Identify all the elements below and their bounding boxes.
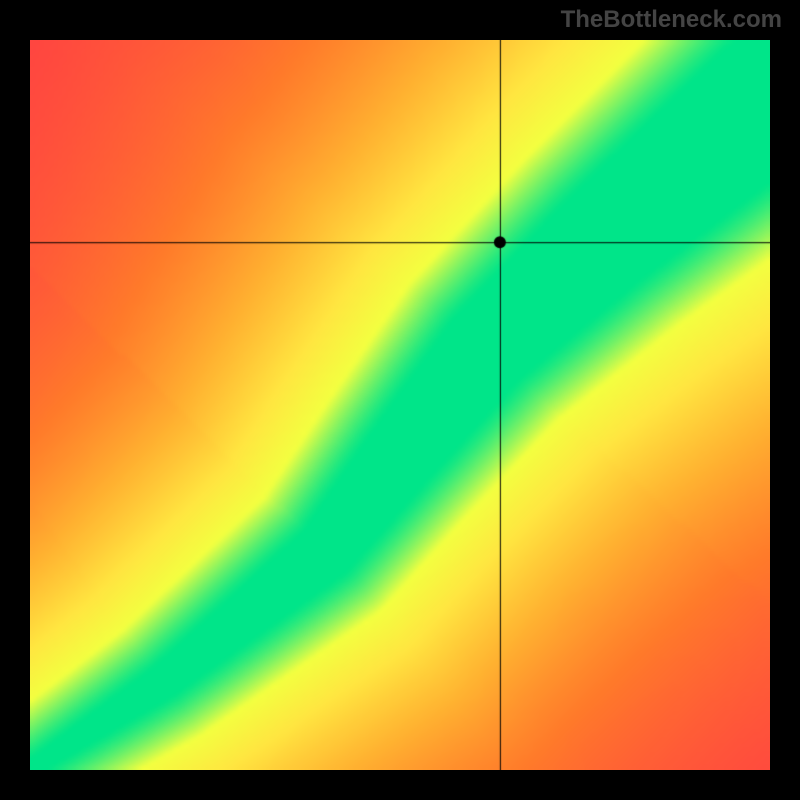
bottleneck-heatmap [30,40,770,770]
heatmap-canvas [30,40,770,770]
watermark-text: TheBottleneck.com [561,6,782,34]
